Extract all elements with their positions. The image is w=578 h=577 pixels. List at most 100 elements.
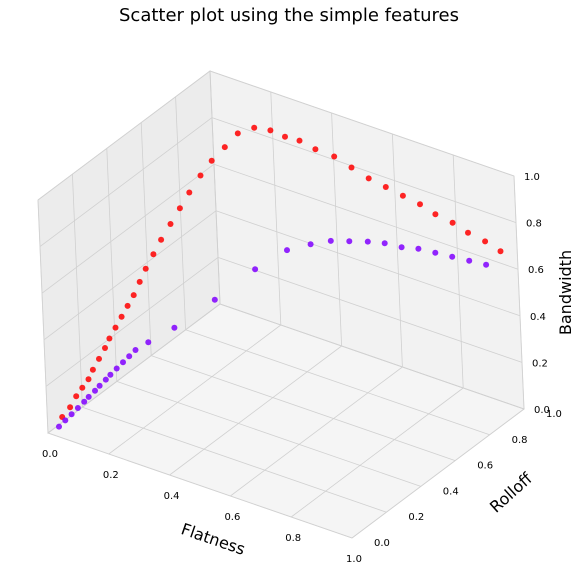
data-point [312, 146, 319, 153]
z-tick-label: 0.4 [530, 312, 546, 323]
data-point [382, 184, 389, 190]
chart-title: Scatter plot using the simple features [119, 5, 459, 26]
grid-line [392, 133, 403, 368]
data-point [158, 236, 165, 243]
data-point [130, 292, 137, 299]
data-point [102, 345, 108, 351]
grid-line [140, 122, 152, 356]
data-point [399, 192, 406, 199]
data-point [331, 153, 338, 160]
data-point [106, 335, 113, 342]
data-point [466, 257, 473, 264]
data-point [171, 324, 178, 331]
grid-line [37, 199, 49, 434]
data-point [432, 249, 439, 256]
grid-line [47, 432, 353, 539]
data-point [68, 411, 75, 418]
y-tick-label: 0.6 [477, 461, 493, 472]
data-point [482, 238, 489, 245]
grid-line [351, 408, 525, 539]
grid-line [41, 163, 215, 294]
data-point [96, 355, 102, 362]
data-point [415, 245, 422, 252]
data-point [211, 296, 218, 303]
data-point [497, 248, 504, 255]
grid-line [39, 117, 213, 247]
grid-line [213, 163, 519, 270]
data-point [120, 359, 126, 366]
x-tick-label: 1.0 [346, 554, 362, 565]
grid-line [331, 112, 342, 347]
data-point [364, 238, 371, 245]
data-point [284, 247, 290, 254]
data-point [267, 127, 274, 134]
data-point [136, 278, 143, 285]
data-points [56, 124, 504, 430]
y-tick-label: 0.8 [512, 435, 528, 446]
grid-line [37, 70, 211, 201]
grid-line [47, 303, 221, 434]
data-point [432, 211, 439, 218]
data-point [417, 201, 423, 208]
data-point [85, 376, 92, 383]
x-tick-label: 0.0 [42, 449, 58, 460]
data-point [145, 339, 152, 346]
x-tick-label: 0.4 [164, 491, 180, 502]
data-point [85, 393, 92, 400]
grid-line [108, 324, 282, 455]
data-point [79, 384, 86, 391]
data-point [81, 398, 88, 405]
grid-line [230, 366, 403, 497]
grid-line [452, 154, 464, 389]
z-tick-label: 0.6 [528, 265, 544, 276]
grid-line [175, 96, 186, 330]
data-point [234, 130, 241, 137]
data-point [449, 219, 456, 226]
data-point [449, 253, 456, 260]
data-point [142, 265, 149, 272]
data-point [251, 124, 258, 131]
data-point [67, 404, 74, 411]
z-tick-label: 0.2 [532, 358, 548, 369]
data-point [346, 238, 353, 245]
data-point [118, 313, 125, 320]
data-point [296, 137, 303, 144]
data-point [176, 205, 183, 212]
x-tick-label: 0.8 [285, 533, 301, 544]
z-tick-label: 1.0 [524, 172, 540, 183]
data-point [282, 133, 288, 140]
y-tick-label: 0.2 [408, 512, 424, 523]
data-point [307, 241, 314, 248]
grid-line [45, 257, 219, 387]
grid-line [209, 70, 515, 177]
data-point [150, 251, 157, 258]
y-tick-label: 1.0 [546, 409, 562, 420]
data-point [483, 261, 490, 268]
grid-line [151, 355, 456, 461]
z-axis-label: Bandwidth [556, 250, 575, 335]
grid-line [106, 148, 118, 382]
grid-line [116, 381, 421, 487]
grid-line [43, 210, 217, 341]
grid-line [185, 329, 490, 436]
data-point [107, 371, 114, 378]
z-tick-label: 0.0 [534, 405, 550, 416]
data-point [124, 302, 131, 309]
data-point [132, 347, 139, 353]
tick-labels: 0.00.20.40.60.81.00.00.20.40.60.81.00.00… [42, 172, 562, 565]
data-point [73, 393, 80, 400]
grid-lines [37, 70, 525, 539]
grid-line [217, 257, 523, 363]
y-tick-label: 0.4 [443, 486, 459, 497]
grid-line [290, 387, 464, 518]
data-point [167, 221, 174, 227]
data-point [208, 157, 215, 164]
data-point [62, 417, 69, 424]
grid-line [82, 406, 387, 513]
data-point [365, 175, 372, 182]
data-point [96, 382, 103, 389]
y-axis-label: Rolloff [486, 468, 537, 516]
x-tick-label: 0.6 [224, 512, 240, 523]
data-point [102, 376, 109, 383]
